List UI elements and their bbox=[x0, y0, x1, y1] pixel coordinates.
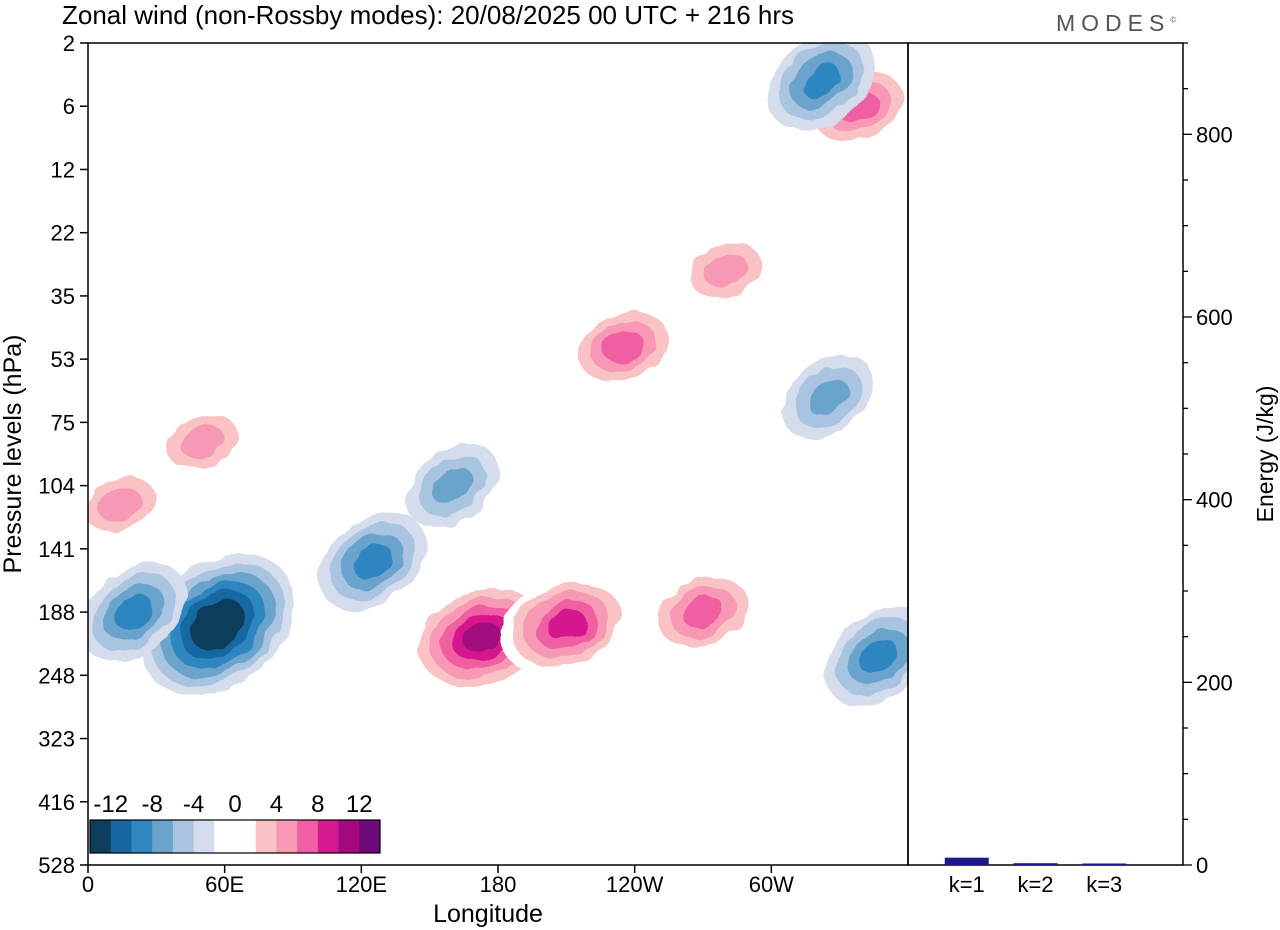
colorbar-swatch bbox=[193, 820, 215, 853]
contour-band bbox=[180, 424, 224, 459]
y-tick-label: 12 bbox=[51, 157, 75, 182]
colorbar-swatch bbox=[255, 820, 277, 853]
energy-bar bbox=[944, 857, 989, 865]
colorbar-swatch bbox=[214, 820, 236, 853]
energy-bar bbox=[1082, 863, 1127, 865]
contour-band bbox=[98, 487, 142, 522]
colorbar-swatch bbox=[110, 820, 132, 853]
contour-band bbox=[432, 467, 473, 505]
wind-feature bbox=[676, 233, 776, 309]
wind-feature bbox=[824, 607, 908, 706]
energy-bar-label: k=2 bbox=[1017, 872, 1053, 897]
contour-band bbox=[546, 609, 586, 640]
colorbar-swatch bbox=[90, 820, 112, 853]
wind-feature bbox=[767, 43, 875, 131]
colorbar-swatch bbox=[359, 820, 381, 853]
y-tick-label: 248 bbox=[38, 663, 75, 688]
y-tick-label: 2 bbox=[63, 31, 75, 56]
energy-tick-label: 0 bbox=[1196, 853, 1208, 878]
y-tick-label: 528 bbox=[38, 853, 75, 878]
contour-band bbox=[808, 378, 849, 416]
energy-tick-label: 800 bbox=[1196, 122, 1233, 147]
wind-feature bbox=[88, 562, 188, 662]
axes: 0 60E 120E 180 120W 60W 2 6 12 22 35 53 75 104 141 188 2… bbox=[0, 31, 909, 928]
y-tick-label: 22 bbox=[51, 221, 75, 246]
x-tick-label: 60W bbox=[749, 872, 794, 897]
contour-band bbox=[463, 622, 501, 653]
wind-feature bbox=[88, 467, 170, 543]
x-tick-label: 60E bbox=[205, 872, 244, 897]
colorbar-label: 8 bbox=[311, 791, 324, 818]
colorbar-label: 12 bbox=[346, 791, 373, 818]
x-tick-label: 180 bbox=[480, 872, 517, 897]
energy-bar-label: k=1 bbox=[949, 872, 985, 897]
colorbar-label: -8 bbox=[141, 791, 162, 818]
energy-bar-label: k=3 bbox=[1086, 872, 1122, 897]
y-tick-label: 188 bbox=[38, 600, 75, 625]
colorbar-frame bbox=[89, 819, 381, 854]
contour-band bbox=[353, 544, 392, 579]
wind-feature bbox=[645, 567, 761, 657]
energy-tick-label: 200 bbox=[1196, 670, 1233, 695]
energy-tick-label: 600 bbox=[1196, 305, 1233, 330]
wind-feature bbox=[782, 355, 875, 440]
wind-feature bbox=[406, 443, 499, 528]
y-tick-label: 6 bbox=[63, 94, 75, 119]
contour-band bbox=[602, 330, 644, 363]
wind-feature bbox=[565, 302, 682, 391]
x-tick-label: 120E bbox=[336, 872, 387, 897]
wind-field bbox=[88, 43, 908, 706]
y-tick-label: 35 bbox=[51, 284, 75, 309]
colorbar-swatch bbox=[297, 820, 319, 853]
modes-logo: MODES© bbox=[1056, 10, 1177, 36]
colorbar-swatch bbox=[131, 820, 153, 853]
colorbar-swatch bbox=[276, 820, 298, 853]
contour-band bbox=[859, 638, 898, 674]
contour-band bbox=[114, 594, 153, 630]
energy-bar bbox=[1013, 863, 1058, 865]
y-axis-label: Pressure levels (hPa) bbox=[0, 335, 27, 574]
colorbar-swatch bbox=[172, 820, 195, 853]
colorbar-label: -12 bbox=[93, 791, 128, 818]
colorbar-label: 4 bbox=[270, 791, 283, 818]
colorbar-swatch bbox=[338, 820, 360, 853]
contour-layer bbox=[88, 43, 908, 706]
energy-axis-label: Energy (J/kg) bbox=[1252, 386, 1278, 523]
chart-title: Zonal wind (non-Rossby modes): 20/08/202… bbox=[62, 0, 794, 30]
contour-band bbox=[802, 63, 841, 99]
wind-feature bbox=[152, 403, 252, 479]
colorbar-swatch bbox=[317, 820, 340, 853]
x-axis-label: Longitude bbox=[433, 900, 543, 928]
colorbar-swatch bbox=[235, 820, 257, 853]
y-tick-label: 323 bbox=[38, 727, 75, 752]
wind-feature bbox=[500, 573, 633, 676]
y-tick-label: 104 bbox=[38, 474, 75, 499]
contour-band bbox=[682, 596, 724, 628]
wind-feature bbox=[319, 512, 427, 611]
panel-frame bbox=[907, 42, 1184, 866]
x-tick-label: 120W bbox=[606, 872, 664, 897]
contour-band bbox=[200, 608, 236, 641]
colorbar-swatch bbox=[152, 820, 174, 853]
energy-tick-label: 400 bbox=[1196, 488, 1233, 513]
energy-panel: 0 200 400 600 800 Energy (J/kg) k=1 k=2 k=3 bbox=[907, 42, 1278, 897]
y-tick-label: 53 bbox=[51, 347, 75, 372]
y-tick-label: 75 bbox=[51, 410, 75, 435]
y-tick-label: 416 bbox=[38, 790, 75, 815]
contour-band bbox=[704, 253, 748, 288]
colorbar: -12 -8 -4 0 4 8 12 bbox=[89, 791, 381, 854]
colorbar-label: 0 bbox=[228, 791, 241, 818]
colorbar-label: -4 bbox=[183, 791, 204, 818]
x-tick-label: 0 bbox=[82, 872, 94, 897]
y-tick-label: 141 bbox=[38, 537, 75, 562]
